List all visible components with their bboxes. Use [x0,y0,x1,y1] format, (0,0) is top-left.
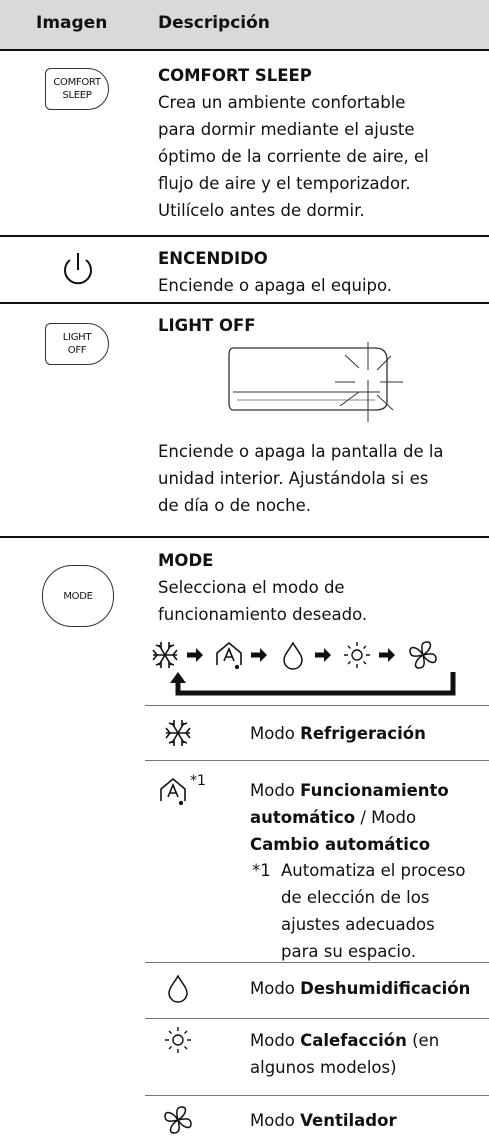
button-label: OFF [67,345,87,356]
button-label: SLEEP [62,90,92,101]
note-line: de elección de los [281,888,430,907]
note-label: *1 [252,861,271,880]
button-label: COMFORT [53,77,101,88]
mode-name: Deshumidificación [300,979,471,998]
mode-text: Modo Refrigeración [250,720,486,747]
mode-name: Cambio automático [250,835,431,854]
row-line: funcionamiento deseado. [158,605,368,624]
mode-prefix: Modo [250,1031,295,1050]
row-line: unidad interior. Ajustándola si es [158,469,429,488]
row-title: ENCENDIDO [158,249,268,268]
note-line: ajustes adecuados [281,915,435,934]
mode-prefix: Modo [250,1111,295,1130]
divider [0,49,489,51]
row-line: Enciende o apaga la pantalla de la [158,442,444,461]
row-text: ENCENDIDO Enciende o apaga el equipo. [158,245,392,299]
row-text: COMFORT SLEEP Crea un ambiente confortab… [158,62,429,224]
mode-text: Modo Funcionamiento automático / Modo Ca… [250,777,486,858]
mode-text: Modo Ventilador [250,1107,486,1134]
divider [0,302,489,304]
row-line: Utilícelo antes de dormir. [158,201,365,220]
note-line: para su espacio. [281,942,417,961]
mode-name: Calefacción [300,1031,407,1050]
table-header [0,0,489,50]
mode-name: Funcionamiento automático [250,781,449,827]
note-line: Automatiza el proceso [281,861,466,880]
icon-note: *1 [190,773,206,789]
divider [0,536,489,538]
row-title: COMFORT SLEEP [158,66,312,85]
mode-divider [145,1018,489,1019]
row-line: Enciende o apaga el equipo. [158,276,393,295]
mode-prefix: Modo [250,781,295,800]
row-title: LIGHT OFF [158,316,256,335]
button-label: MODE [63,590,93,602]
mode-divider [145,962,489,963]
mode-prefix: Modo [250,724,295,743]
mode-name: Refrigeración [300,724,426,743]
header-image: Imagen [36,13,108,33]
row-text: Enciende o apaga la pantalla de la unida… [158,438,444,519]
comfort-sleep-button: COMFORT SLEEP [45,68,109,110]
row-text: LIGHT OFF [158,312,256,339]
note: Automatiza el proceso de elección de los… [281,857,465,965]
mode-divider [145,705,489,706]
mode-joiner: / Modo [360,808,417,827]
row-title: MODE [158,551,214,570]
mode-suffix: (en algunos modelos) [250,1031,440,1077]
light-off-button: LIGHT OFF [45,323,109,365]
mode-prefix: Modo [250,979,295,998]
divider [0,235,489,237]
row-text: MODE Selecciona el modo de funcionamient… [158,547,367,628]
row-line: Crea un ambiente confortable [158,93,406,112]
mode-button: MODE [42,565,114,627]
mode-cycle [152,641,456,1134]
mode-name: Ventilador [300,1111,397,1130]
mode-text: Modo Deshumidificación [250,975,486,1002]
row-line: Selecciona el modo de [158,578,345,597]
button-label: LIGHT [62,332,92,343]
mode-divider [145,1095,489,1096]
mode-divider [145,760,489,761]
row-line: de día o de noche. [158,496,311,515]
indoor-unit-illustration [228,342,403,422]
mode-text: Modo Calefacción (en algunos modelos) [250,1027,486,1081]
row-line: para dormir mediante el ajuste [158,120,415,139]
header-description: Descripción [158,13,270,33]
power-icon [64,253,92,285]
row-line: óptimo de la corriente de aire, el [158,147,429,166]
row-line: flujo de aire y el temporizador. [158,174,411,193]
